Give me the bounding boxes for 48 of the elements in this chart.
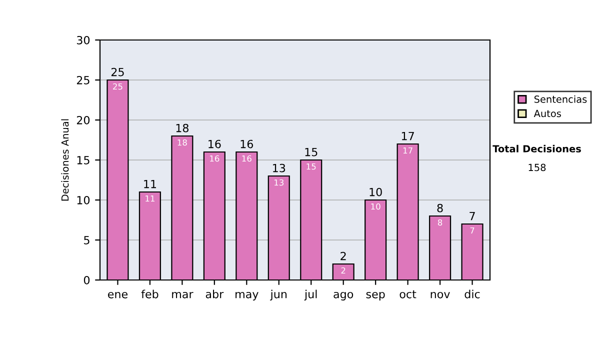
y-tick-label: 20 xyxy=(76,116,90,124)
legend-label: Autos xyxy=(534,110,561,118)
x-tick-label: jul xyxy=(304,290,317,300)
total-label: 15 xyxy=(305,148,318,156)
x-tick-label: feb xyxy=(141,290,158,298)
total-label: 25 xyxy=(111,68,124,76)
y-tick-label: 0 xyxy=(84,276,90,284)
x-tick-label: dic xyxy=(464,290,480,298)
total-label: 8 xyxy=(437,204,443,212)
data-label: 15 xyxy=(306,163,316,170)
data-label: 10 xyxy=(371,203,380,210)
y-axis-title: Decisiones Anual xyxy=(61,119,69,201)
total-label: 11 xyxy=(144,180,156,188)
y-tick-label: 10 xyxy=(77,196,90,204)
y-tick-label: 15 xyxy=(77,156,90,164)
y-tick-label: 30 xyxy=(76,36,90,44)
data-label: 13 xyxy=(274,179,284,186)
total-label: 16 xyxy=(208,140,221,148)
total-label: 7 xyxy=(470,212,475,220)
total-label: 2 xyxy=(340,252,346,260)
x-tick-label: ene xyxy=(108,292,128,298)
total-label: 13 xyxy=(273,164,286,172)
data-label: 7 xyxy=(470,227,474,234)
text: Total Decisiones xyxy=(492,144,581,152)
data-label: 11 xyxy=(146,195,154,202)
data-label: 18 xyxy=(178,139,187,146)
x-tick-label: oct xyxy=(400,290,416,298)
data-label: 8 xyxy=(438,219,442,226)
x-tick-label: mar xyxy=(172,292,194,298)
data-label: 16 xyxy=(242,155,252,162)
x-tick-label: jun xyxy=(270,290,287,300)
data-label: 16 xyxy=(210,155,220,162)
x-tick-label: sep xyxy=(366,292,385,300)
data-label: 17 xyxy=(403,147,412,154)
total-label: 18 xyxy=(176,124,188,132)
data-label: 2 xyxy=(341,267,346,274)
total-label: 16 xyxy=(240,140,254,148)
x-tick-label: may xyxy=(236,292,258,300)
data-label: 25 xyxy=(113,83,122,90)
y-tick-label: 25 xyxy=(76,76,90,84)
total-label: 10 xyxy=(370,188,382,196)
x-tick-label: abr xyxy=(206,290,224,298)
y-tick-label: 5 xyxy=(84,236,90,244)
total-label: 17 xyxy=(402,132,414,140)
text: 158 xyxy=(528,164,546,172)
x-tick-label: ago xyxy=(334,292,354,300)
x-tick-label: nov xyxy=(430,292,450,298)
legend-label: Sentencias xyxy=(534,95,587,103)
